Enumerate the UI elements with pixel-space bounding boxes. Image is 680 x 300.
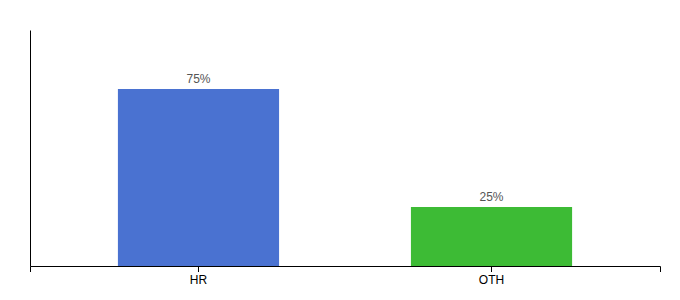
x-tick-mark <box>491 266 492 272</box>
data-label: 75% <box>186 72 210 86</box>
plot: HR OTH 75% 25% <box>31 31 661 287</box>
data-labels: 75% 25% <box>186 72 503 204</box>
bar <box>118 89 279 266</box>
y-axis-line <box>30 31 31 267</box>
bar <box>411 207 572 266</box>
y-axis <box>30 31 31 267</box>
bars <box>118 89 572 266</box>
x-tick: HR <box>190 266 208 287</box>
chart: HR OTH 75% 25% <box>0 0 680 300</box>
x-tick-label: OTH <box>479 273 504 287</box>
x-tick-label: HR <box>190 273 208 287</box>
x-axis-line <box>31 267 661 273</box>
data-label: 25% <box>479 190 503 204</box>
x-tick-mark <box>198 266 199 272</box>
x-tick: OTH <box>479 266 504 287</box>
x-axis: HR OTH <box>31 266 661 287</box>
